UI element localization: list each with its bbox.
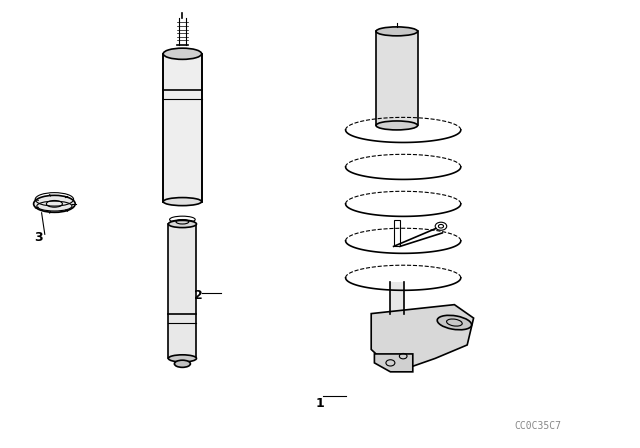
- Ellipse shape: [168, 220, 196, 228]
- Polygon shape: [371, 305, 474, 367]
- Ellipse shape: [163, 198, 202, 206]
- Polygon shape: [390, 282, 404, 314]
- Polygon shape: [168, 224, 196, 358]
- Polygon shape: [163, 54, 202, 202]
- Text: 3: 3: [34, 231, 43, 244]
- Ellipse shape: [376, 27, 418, 36]
- Text: 2: 2: [194, 289, 203, 302]
- Ellipse shape: [34, 195, 76, 212]
- Text: 1: 1: [316, 396, 324, 410]
- Polygon shape: [374, 354, 413, 372]
- Ellipse shape: [174, 360, 191, 367]
- Text: CC0C35C7: CC0C35C7: [514, 421, 561, 431]
- Ellipse shape: [376, 121, 418, 130]
- Polygon shape: [376, 31, 417, 125]
- Ellipse shape: [168, 355, 196, 362]
- Ellipse shape: [163, 48, 202, 60]
- Bar: [394, 220, 400, 246]
- Ellipse shape: [437, 315, 472, 330]
